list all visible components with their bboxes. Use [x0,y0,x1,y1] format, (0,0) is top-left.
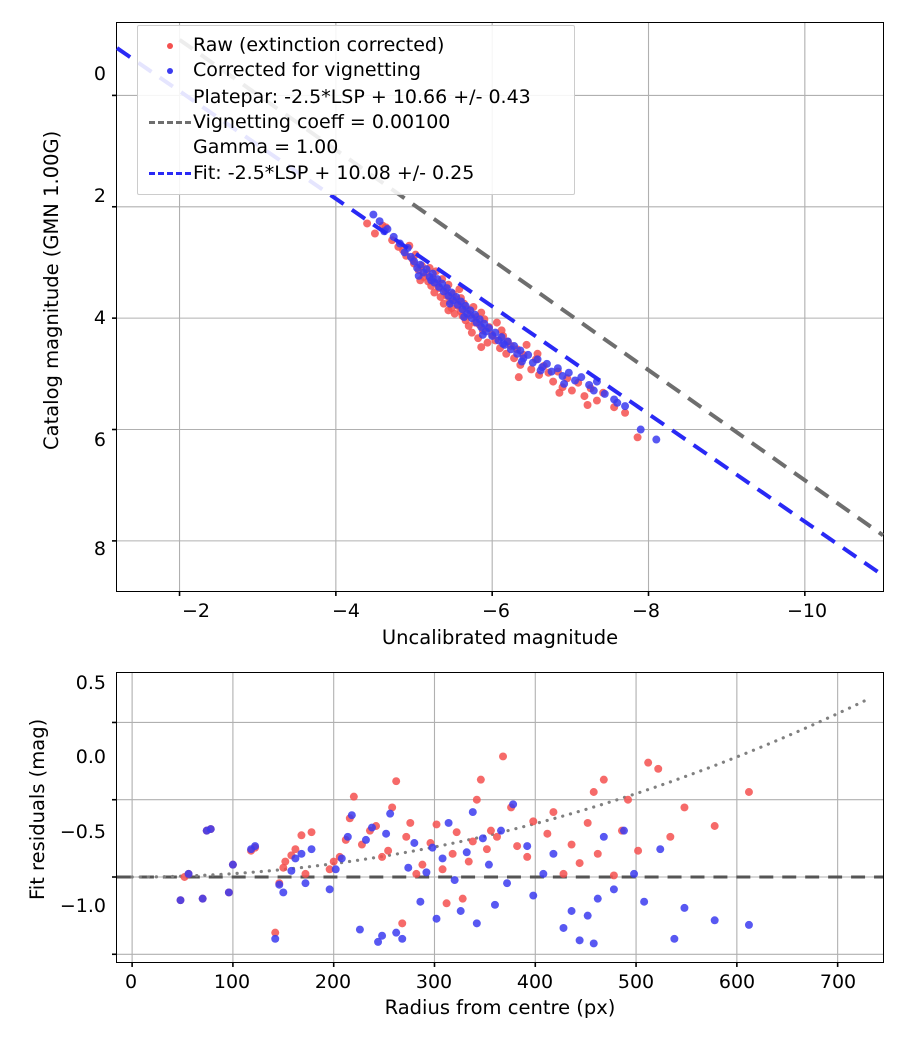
legend-dash-platepar-icon [147,85,193,160]
bottom-xtick-200: 200 [314,971,352,993]
bottom-xtick-500: 500 [617,971,655,993]
legend-label-gamma: Gamma = 1.00 [193,136,339,158]
residuals-plot-axes [112,672,884,967]
legend-item-fit: Fit: -2.5*LSP + 10.08 +/- 0.25 [147,161,565,186]
bottom-xaxis-label: Radius from centre (px) [384,996,616,1019]
top-yaxis-label: Catalog magnitude (GMN 1.00G) [40,130,63,450]
bottom-yaxis-label: Fit residuals (mag) [26,718,49,900]
top-ytick-0: 0 [93,63,106,85]
legend-dash-fit-icon [147,161,193,186]
top-ytick-2: 2 [93,185,106,207]
bottom-xtick-600: 600 [718,971,756,993]
legend-item-corrected: Corrected for vignetting [147,58,565,83]
legend-marker-corrected-icon [147,58,193,83]
bottom-xtick-0: 0 [124,971,138,993]
top-ytick-6: 6 [93,429,106,451]
bottom-ytick-05: 0.5 [75,672,106,694]
legend-label-platepar: Platepar: -2.5*LSP + 10.66 +/- 0.43 [193,86,531,108]
bottom-ytick-00: 0.0 [75,746,106,768]
legend-label-fit: Fit: -2.5*LSP + 10.08 +/- 0.25 [193,162,475,184]
legend-label-vignetting-coeff: Vignetting coeff = 0.00100 [193,111,451,133]
residuals-plot-canvas [112,673,883,967]
bottom-xtick-300: 300 [415,971,453,993]
legend-marker-raw-icon [147,33,193,58]
top-ytick-8: 8 [93,538,106,560]
legend-label-corrected: Corrected for vignetting [193,59,421,81]
top-xtick-m6: −6 [481,600,511,622]
bottom-xtick-400: 400 [516,971,554,993]
top-xtick-m4: −4 [331,600,361,622]
legend-item-raw: Raw (extinction corrected) [147,33,565,58]
legend-label-raw: Raw (extinction corrected) [193,34,445,56]
top-xtick-m2: −2 [181,600,211,622]
bottom-xtick-100: 100 [213,971,251,993]
legend-item-platepar: Platepar: -2.5*LSP + 10.66 +/- 0.43 Vign… [147,85,565,160]
bottom-xtick-700: 700 [819,971,857,993]
bottom-ytick-m05: −0.5 [59,821,106,843]
top-xtick-m8: −8 [631,600,661,622]
legend: Raw (extinction corrected) Corrected for… [137,25,575,195]
bottom-ytick-m10: −1.0 [59,895,106,917]
top-xtick-m10: −10 [786,600,828,622]
top-ytick-4: 4 [93,307,106,329]
top-xaxis-label: Uncalibrated magnitude [381,626,619,649]
